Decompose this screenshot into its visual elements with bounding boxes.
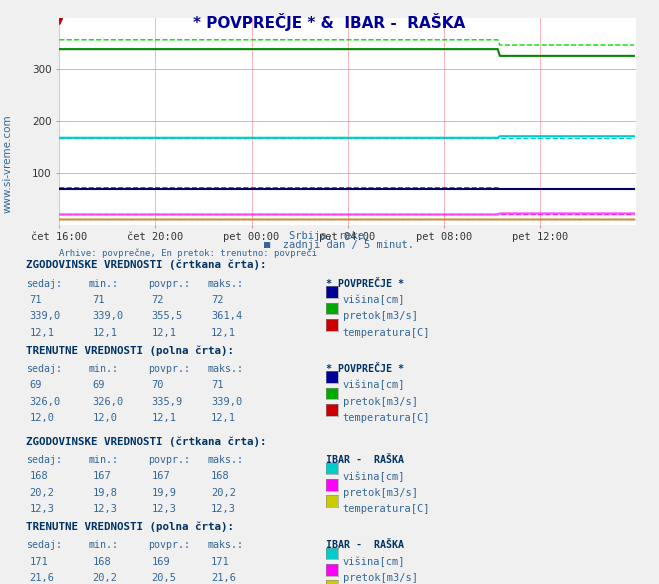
Text: 71: 71 — [92, 295, 105, 305]
Text: povpr.:: povpr.: — [148, 455, 190, 465]
Text: 19,9: 19,9 — [152, 488, 177, 498]
Text: višina[cm]: višina[cm] — [343, 557, 405, 567]
Text: 335,9: 335,9 — [152, 397, 183, 406]
Text: 69: 69 — [30, 380, 42, 390]
Text: povpr.:: povpr.: — [148, 540, 190, 550]
Text: 167: 167 — [152, 471, 170, 481]
Text: 71: 71 — [30, 295, 42, 305]
Text: 12,0: 12,0 — [92, 413, 117, 423]
Text: ZGODOVINSKE VREDNOSTI (črtkana črta):: ZGODOVINSKE VREDNOSTI (črtkana črta): — [26, 260, 267, 270]
Text: maks.:: maks.: — [208, 279, 244, 288]
Text: IBAR -  RAŠKA: IBAR - RAŠKA — [326, 540, 404, 550]
Text: 12,3: 12,3 — [211, 504, 236, 514]
Text: 19,8: 19,8 — [92, 488, 117, 498]
Text: * POVPREČJE *: * POVPREČJE * — [326, 364, 404, 374]
Text: 12,0: 12,0 — [30, 413, 55, 423]
Text: 12,3: 12,3 — [152, 504, 177, 514]
Text: 12,1: 12,1 — [152, 413, 177, 423]
Text: pretok[m3/s]: pretok[m3/s] — [343, 397, 418, 406]
Text: temperatura[C]: temperatura[C] — [343, 504, 430, 514]
Text: 72: 72 — [152, 295, 164, 305]
Text: povpr.:: povpr.: — [148, 364, 190, 374]
Text: višina[cm]: višina[cm] — [343, 380, 405, 391]
Text: Srbija, reke.: Srbija, reke. — [289, 231, 370, 241]
Text: 326,0: 326,0 — [30, 397, 61, 406]
Text: sedaj:: sedaj: — [26, 540, 63, 550]
Text: temperatura[C]: temperatura[C] — [343, 413, 430, 423]
Text: sedaj:: sedaj: — [26, 364, 63, 374]
Text: temperatura[C]: temperatura[C] — [343, 328, 430, 338]
Text: 12,1: 12,1 — [92, 328, 117, 338]
Text: pretok[m3/s]: pretok[m3/s] — [343, 573, 418, 583]
Text: 21,6: 21,6 — [30, 573, 55, 583]
Text: 168: 168 — [30, 471, 48, 481]
Text: 72: 72 — [211, 295, 223, 305]
Text: 20,2: 20,2 — [30, 488, 55, 498]
Text: 171: 171 — [30, 557, 48, 566]
Text: TRENUTNE VREDNOSTI (polna črta):: TRENUTNE VREDNOSTI (polna črta): — [26, 345, 235, 356]
Text: 21,6: 21,6 — [211, 573, 236, 583]
Text: pretok[m3/s]: pretok[m3/s] — [343, 488, 418, 498]
Text: min.:: min.: — [89, 279, 119, 288]
Text: maks.:: maks.: — [208, 364, 244, 374]
Text: min.:: min.: — [89, 455, 119, 465]
Text: 20,5: 20,5 — [152, 573, 177, 583]
Text: 20,2: 20,2 — [211, 488, 236, 498]
Text: 361,4: 361,4 — [211, 311, 242, 321]
Text: 70: 70 — [152, 380, 164, 390]
Text: 12,3: 12,3 — [92, 504, 117, 514]
Text: Arhive: povprečne, En pretok: trenutno: povpreči: Arhive: povprečne, En pretok: trenutno: … — [59, 249, 318, 258]
Text: IBAR -  RAŠKA: IBAR - RAŠKA — [326, 455, 404, 465]
Text: sedaj:: sedaj: — [26, 279, 63, 288]
Text: ■  zadnji dan / 5 minut.: ■ zadnji dan / 5 minut. — [264, 240, 414, 250]
Text: min.:: min.: — [89, 364, 119, 374]
Text: povpr.:: povpr.: — [148, 279, 190, 288]
Text: * POVPREČJE *: * POVPREČJE * — [326, 279, 404, 288]
Text: 339,0: 339,0 — [211, 397, 242, 406]
Text: višina[cm]: višina[cm] — [343, 295, 405, 305]
Text: višina[cm]: višina[cm] — [343, 471, 405, 482]
Text: 339,0: 339,0 — [92, 311, 123, 321]
Text: 71: 71 — [211, 380, 223, 390]
Text: 12,1: 12,1 — [30, 328, 55, 338]
Text: 355,5: 355,5 — [152, 311, 183, 321]
Text: 12,1: 12,1 — [211, 413, 236, 423]
Text: www.si-vreme.com: www.si-vreme.com — [3, 114, 13, 213]
Text: 20,2: 20,2 — [92, 573, 117, 583]
Text: sedaj:: sedaj: — [26, 455, 63, 465]
Text: 69: 69 — [92, 380, 105, 390]
Text: ZGODOVINSKE VREDNOSTI (črtkana črta):: ZGODOVINSKE VREDNOSTI (črtkana črta): — [26, 436, 267, 447]
Text: 169: 169 — [152, 557, 170, 566]
Text: pretok[m3/s]: pretok[m3/s] — [343, 311, 418, 321]
Text: 339,0: 339,0 — [30, 311, 61, 321]
Text: 12,1: 12,1 — [152, 328, 177, 338]
Text: 12,3: 12,3 — [30, 504, 55, 514]
Text: * POVPREČJE * &  IBAR -  RAŠKA: * POVPREČJE * & IBAR - RAŠKA — [193, 13, 466, 31]
Text: maks.:: maks.: — [208, 540, 244, 550]
Text: 12,1: 12,1 — [211, 328, 236, 338]
Text: 168: 168 — [92, 557, 111, 566]
Text: 326,0: 326,0 — [92, 397, 123, 406]
Text: maks.:: maks.: — [208, 455, 244, 465]
Text: 171: 171 — [211, 557, 229, 566]
Text: 168: 168 — [211, 471, 229, 481]
Text: TRENUTNE VREDNOSTI (polna črta):: TRENUTNE VREDNOSTI (polna črta): — [26, 522, 235, 532]
Text: 167: 167 — [92, 471, 111, 481]
Text: min.:: min.: — [89, 540, 119, 550]
